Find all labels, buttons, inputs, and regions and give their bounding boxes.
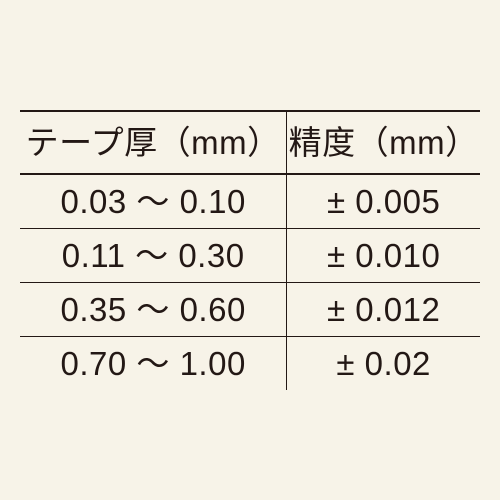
cell-thickness: 0.70 ～ 1.00 bbox=[20, 337, 287, 391]
col-header-thickness: テープ厚（mm） bbox=[20, 111, 287, 174]
table-header-row: テープ厚（mm） 精度（mm） bbox=[20, 111, 480, 174]
cell-precision: ± 0.005 bbox=[287, 174, 480, 229]
cell-precision: ± 0.02 bbox=[287, 337, 480, 391]
cell-precision: ± 0.012 bbox=[287, 283, 480, 337]
cell-precision: ± 0.010 bbox=[287, 229, 480, 283]
col-header-precision: 精度（mm） bbox=[287, 111, 480, 174]
table-row: 0.03 ～ 0.10 ± 0.005 bbox=[20, 174, 480, 229]
table-row: 0.35 ～ 0.60 ± 0.012 bbox=[20, 283, 480, 337]
cell-thickness: 0.03 ～ 0.10 bbox=[20, 174, 287, 229]
cell-thickness: 0.11 ～ 0.30 bbox=[20, 229, 287, 283]
table-row: 0.11 ～ 0.30 ± 0.010 bbox=[20, 229, 480, 283]
table-container: テープ厚（mm） 精度（mm） 0.03 ～ 0.10 ± 0.005 0.11… bbox=[0, 0, 500, 500]
spec-table: テープ厚（mm） 精度（mm） 0.03 ～ 0.10 ± 0.005 0.11… bbox=[20, 110, 480, 390]
table-row: 0.70 ～ 1.00 ± 0.02 bbox=[20, 337, 480, 391]
cell-thickness: 0.35 ～ 0.60 bbox=[20, 283, 287, 337]
